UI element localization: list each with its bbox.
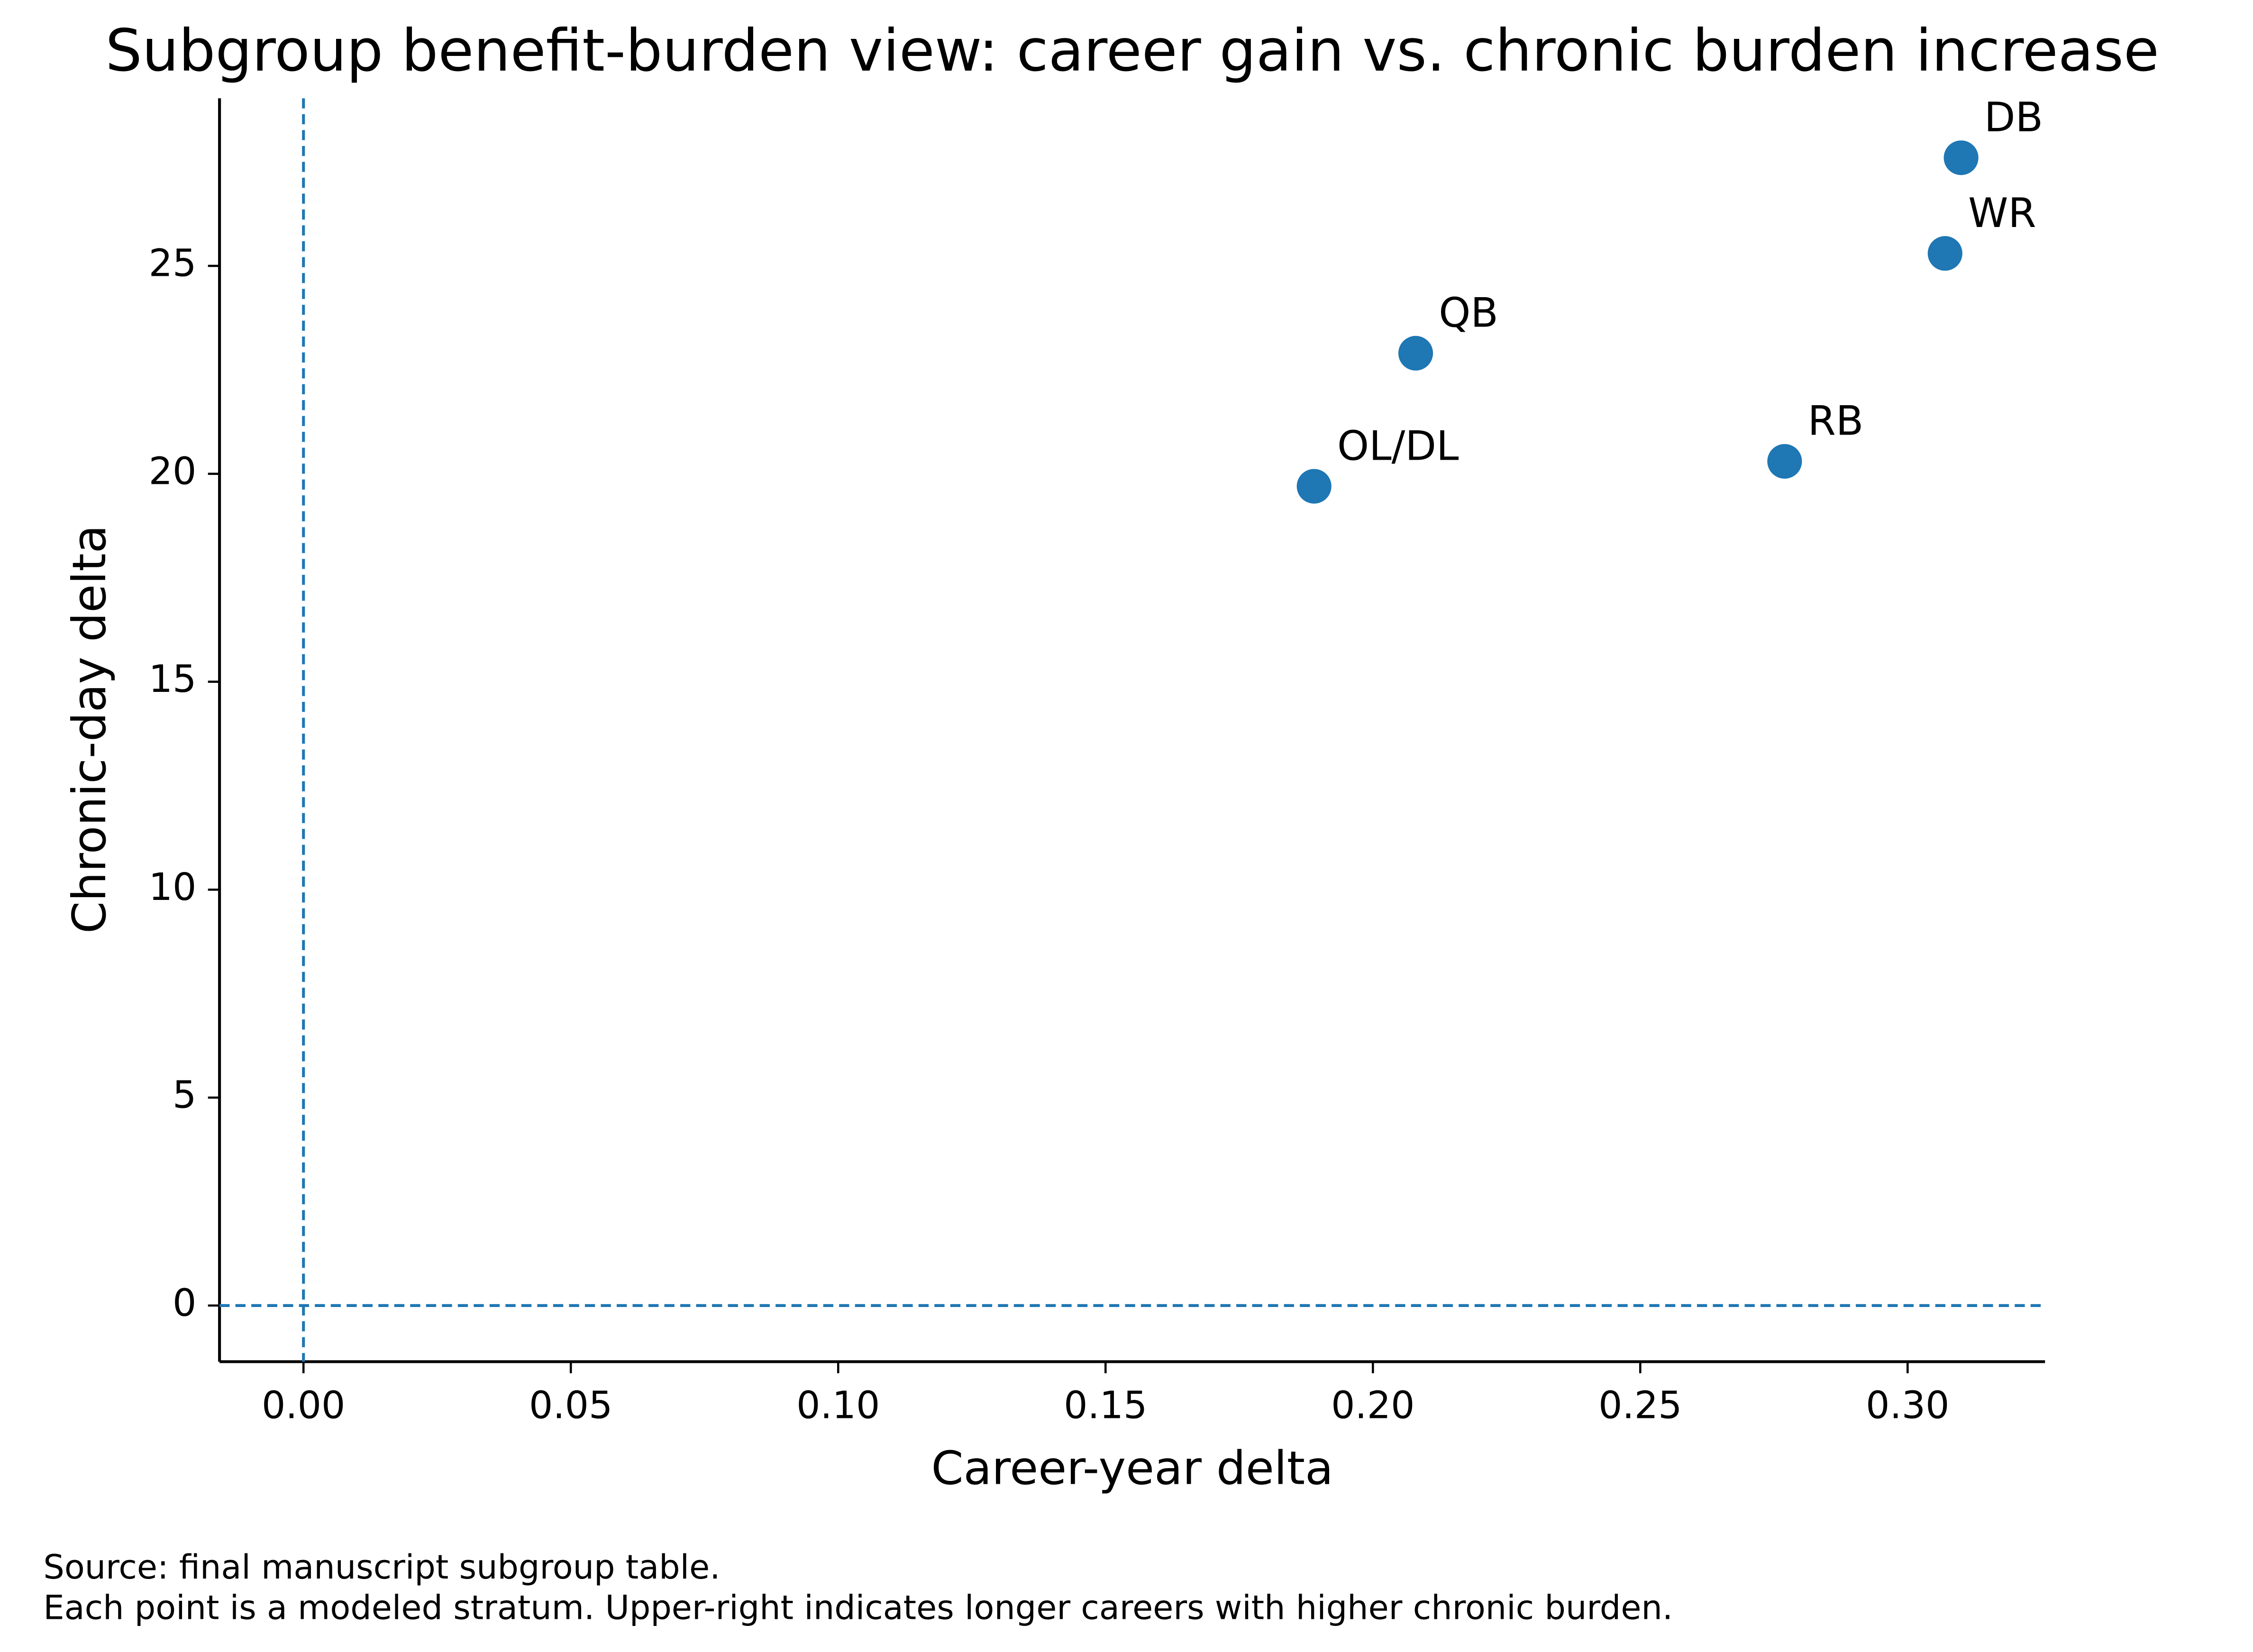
point [1927, 236, 1962, 271]
footnote: Source: final manuscript subgroup table. [43, 1548, 720, 1587]
y-tick-label: 10 [149, 865, 197, 909]
x-tick-label: 0.05 [529, 1383, 612, 1427]
y-tick-label: 20 [149, 449, 197, 493]
point-label: WR [1968, 190, 2036, 237]
y-axis-label: Chronic-day delta [63, 525, 116, 934]
x-axis-label: Career-year delta [931, 1442, 1333, 1495]
chart-title: Subgroup benefit-burden view: career gai… [105, 17, 2159, 84]
x-tick-label: 0.00 [262, 1383, 345, 1427]
x-tick-label: 0.30 [1866, 1383, 1949, 1427]
point [1398, 336, 1433, 371]
y-tick-label: 25 [149, 241, 197, 285]
point [1296, 469, 1332, 504]
point [1767, 444, 1802, 479]
x-tick-label: 0.10 [796, 1383, 880, 1427]
y-tick-label: 15 [149, 657, 197, 701]
point-label: QB [1439, 290, 1498, 337]
point [1943, 140, 1979, 175]
x-tick-label: 0.15 [1064, 1383, 1147, 1427]
x-tick-label: 0.25 [1598, 1383, 1682, 1427]
point-label: RB [1808, 398, 1864, 445]
point-label: OL/DL [1337, 423, 1459, 470]
y-tick-label: 0 [173, 1280, 196, 1325]
y-tick-label: 5 [173, 1073, 196, 1117]
point-label: DB [1984, 94, 2043, 141]
x-tick-label: 0.20 [1331, 1383, 1414, 1427]
footnote: Each point is a modeled stratum. Upper-r… [43, 1588, 1673, 1627]
